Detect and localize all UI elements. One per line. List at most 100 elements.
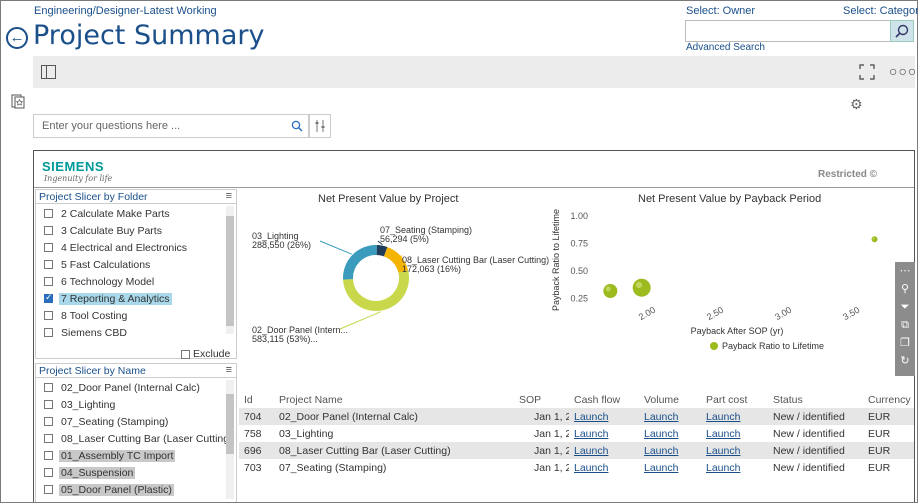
launch-link[interactable]: Launch <box>644 427 679 440</box>
slicer-item-checkbox[interactable] <box>44 260 53 269</box>
more-options-icon[interactable]: ○○○ <box>889 63 918 79</box>
donut-slice[interactable] <box>383 247 409 273</box>
scrollbar-thumb[interactable] <box>226 216 234 326</box>
column-header[interactable]: Currency <box>868 394 911 406</box>
slicer-item[interactable]: 01_Assembly TC Import <box>36 447 236 464</box>
slicer-item[interactable]: 04_Suspension <box>36 464 236 481</box>
table-body: 704 02_Door Panel (Internal Calc) Jan 1, 2… <box>239 408 914 476</box>
slicer-item-checkbox[interactable] <box>44 328 53 337</box>
scatter-point[interactable] <box>632 278 651 297</box>
donut-chart[interactable]: 02_Door Panel (Intern...583,115 (53%)...… <box>240 206 570 356</box>
copy-icon[interactable]: ❐ <box>900 337 910 349</box>
select-owner-link[interactable]: Select: Owner <box>686 5 756 17</box>
slicer-item[interactable]: 05_Door Panel (Plastic) <box>36 481 236 498</box>
column-header[interactable]: Status <box>773 394 803 406</box>
qa-search-icon[interactable] <box>291 120 303 132</box>
refresh-icon[interactable]: ↻ <box>900 355 910 367</box>
breadcrumb[interactable]: Engineering/Designer-Latest Working <box>34 5 217 17</box>
launch-link[interactable]: Launch <box>574 444 609 457</box>
bookmark-star-icon[interactable] <box>11 94 25 109</box>
slicer-item[interactable]: 7 Reporting & Analytics <box>36 290 236 307</box>
slicer-item[interactable]: 5 Fast Calculations <box>36 256 236 273</box>
slicer-name-scrollbar[interactable] <box>226 380 234 499</box>
table-cell: New / identified <box>773 461 845 474</box>
table-row[interactable]: 696 08_Laser Cutting Bar (Laser Cutting) J… <box>239 442 914 459</box>
launch-link[interactable]: Launch <box>644 461 679 474</box>
slicer-item-checkbox[interactable] <box>44 468 53 477</box>
donut-slice[interactable] <box>343 245 377 280</box>
slicer-item[interactable]: 03_Lighting <box>36 396 236 413</box>
scatter-chart[interactable]: 0.25 0.50 0.75 1.00 2.00 2.50 3.00 3.50 Payback … <box>544 206 894 356</box>
launch-link[interactable]: Launch <box>644 444 679 457</box>
column-header[interactable]: SOP <box>519 394 542 406</box>
slicer-item[interactable]: 4 Electrical and Electronics <box>36 239 236 256</box>
launch-link[interactable]: Launch <box>574 427 609 440</box>
fullscreen-icon[interactable] <box>859 64 875 80</box>
table-row[interactable]: 703 07_Seating (Stamping) Jan 1, 2018 Launc… <box>239 459 914 476</box>
slicer-item-checkbox[interactable] <box>44 417 53 426</box>
slicer-item-checkbox[interactable] <box>44 209 53 218</box>
slicer-menu-icon[interactable]: ≡ <box>225 364 232 376</box>
launch-link[interactable]: Launch <box>574 461 609 474</box>
pin-icon[interactable]: ⚲ <box>900 283 910 295</box>
advanced-search-link[interactable]: Advanced Search <box>686 42 765 53</box>
slicer-item-label: 5 Fast Calculations <box>61 258 151 271</box>
table-row[interactable]: 704 02_Door Panel (Internal Calc) Jan 1, 2… <box>239 408 914 425</box>
slicer-item-checkbox[interactable] <box>44 292 53 303</box>
search-input[interactable] <box>685 20 891 42</box>
slicer-item[interactable]: 8 Tool Costing <box>36 307 236 324</box>
scatter-point[interactable] <box>603 284 618 298</box>
scatter-point[interactable] <box>871 236 878 243</box>
slicer-menu-icon[interactable]: ≡ <box>225 190 232 202</box>
exclude-checkbox[interactable]: Exclude <box>181 348 230 360</box>
slicer-item-checkbox[interactable] <box>44 226 53 235</box>
exclude-checkbox-box[interactable] <box>181 349 190 359</box>
dots-icon[interactable]: ⋯ <box>899 265 911 277</box>
donut-slice[interactable] <box>376 245 388 257</box>
table-cell: Jan 1, 2018 <box>534 427 569 440</box>
column-header[interactable]: Project Name <box>279 394 343 406</box>
table-row[interactable]: 758 03_Lighting Jan 1, 2018 Launch Launch Lau… <box>239 425 914 442</box>
slicer-item[interactable]: 08_Laser Cutting Bar (Laser Cutting) <box>36 430 236 447</box>
column-header[interactable]: Part cost <box>706 394 748 406</box>
slicer-item-checkbox[interactable] <box>44 243 53 252</box>
select-category-link[interactable]: Select: Category <box>843 5 918 17</box>
qa-tools-button[interactable] <box>309 114 331 138</box>
search-button[interactable] <box>890 20 914 42</box>
slicer-item-checkbox[interactable] <box>44 434 53 443</box>
launch-link[interactable]: Launch <box>574 410 609 423</box>
column-header[interactable]: Volume <box>644 394 680 406</box>
slicer-item[interactable]: 02_Door Panel (Internal Calc) <box>36 379 236 396</box>
exclude-label: Exclude <box>193 348 231 360</box>
slicer-item-label: 04_Suspension <box>59 466 136 479</box>
launch-link[interactable]: Launch <box>706 444 741 457</box>
qa-question-input[interactable]: Enter your questions here ... <box>33 114 309 138</box>
launch-link[interactable]: Launch <box>706 427 741 440</box>
slicer-item-checkbox[interactable] <box>44 383 53 392</box>
export-icon[interactable]: ⧉ <box>901 319 909 331</box>
settings-gear-icon[interactable]: ⚙ <box>850 96 863 112</box>
column-header[interactable]: Id <box>244 394 253 406</box>
slicer-item-checkbox[interactable] <box>44 311 53 320</box>
slicer-item[interactable]: 2 Calculate Make Parts <box>36 205 236 222</box>
launch-link[interactable]: Launch <box>706 461 741 474</box>
slicer-item[interactable]: Siemens CBD <box>36 324 236 341</box>
slicer-item[interactable]: 3 Calculate Buy Parts <box>36 222 236 239</box>
slicer-item-checkbox[interactable] <box>44 485 53 494</box>
scrollbar-thumb[interactable] <box>226 394 234 454</box>
launch-link[interactable]: Launch <box>644 410 679 423</box>
donut-slice[interactable] <box>343 270 409 311</box>
filter-icon[interactable]: ⏷ <box>900 301 910 313</box>
table-cell: Jan 1, 2018 <box>534 444 569 457</box>
launch-link[interactable]: Launch <box>706 410 741 423</box>
layout-panel-icon[interactable] <box>41 65 56 79</box>
y-tick-label: 0.25 <box>570 294 588 304</box>
back-arrow-icon[interactable]: ← <box>6 27 28 49</box>
column-header[interactable]: Cash flow <box>574 394 621 406</box>
slicer-folder-scrollbar[interactable] <box>226 206 234 334</box>
slicer-item-checkbox[interactable] <box>44 400 53 409</box>
slicer-item[interactable]: 6 Technology Model <box>36 273 236 290</box>
slicer-item-checkbox[interactable] <box>44 451 53 460</box>
slicer-item[interactable]: 07_Seating (Stamping) <box>36 413 236 430</box>
slicer-item-checkbox[interactable] <box>44 277 53 286</box>
